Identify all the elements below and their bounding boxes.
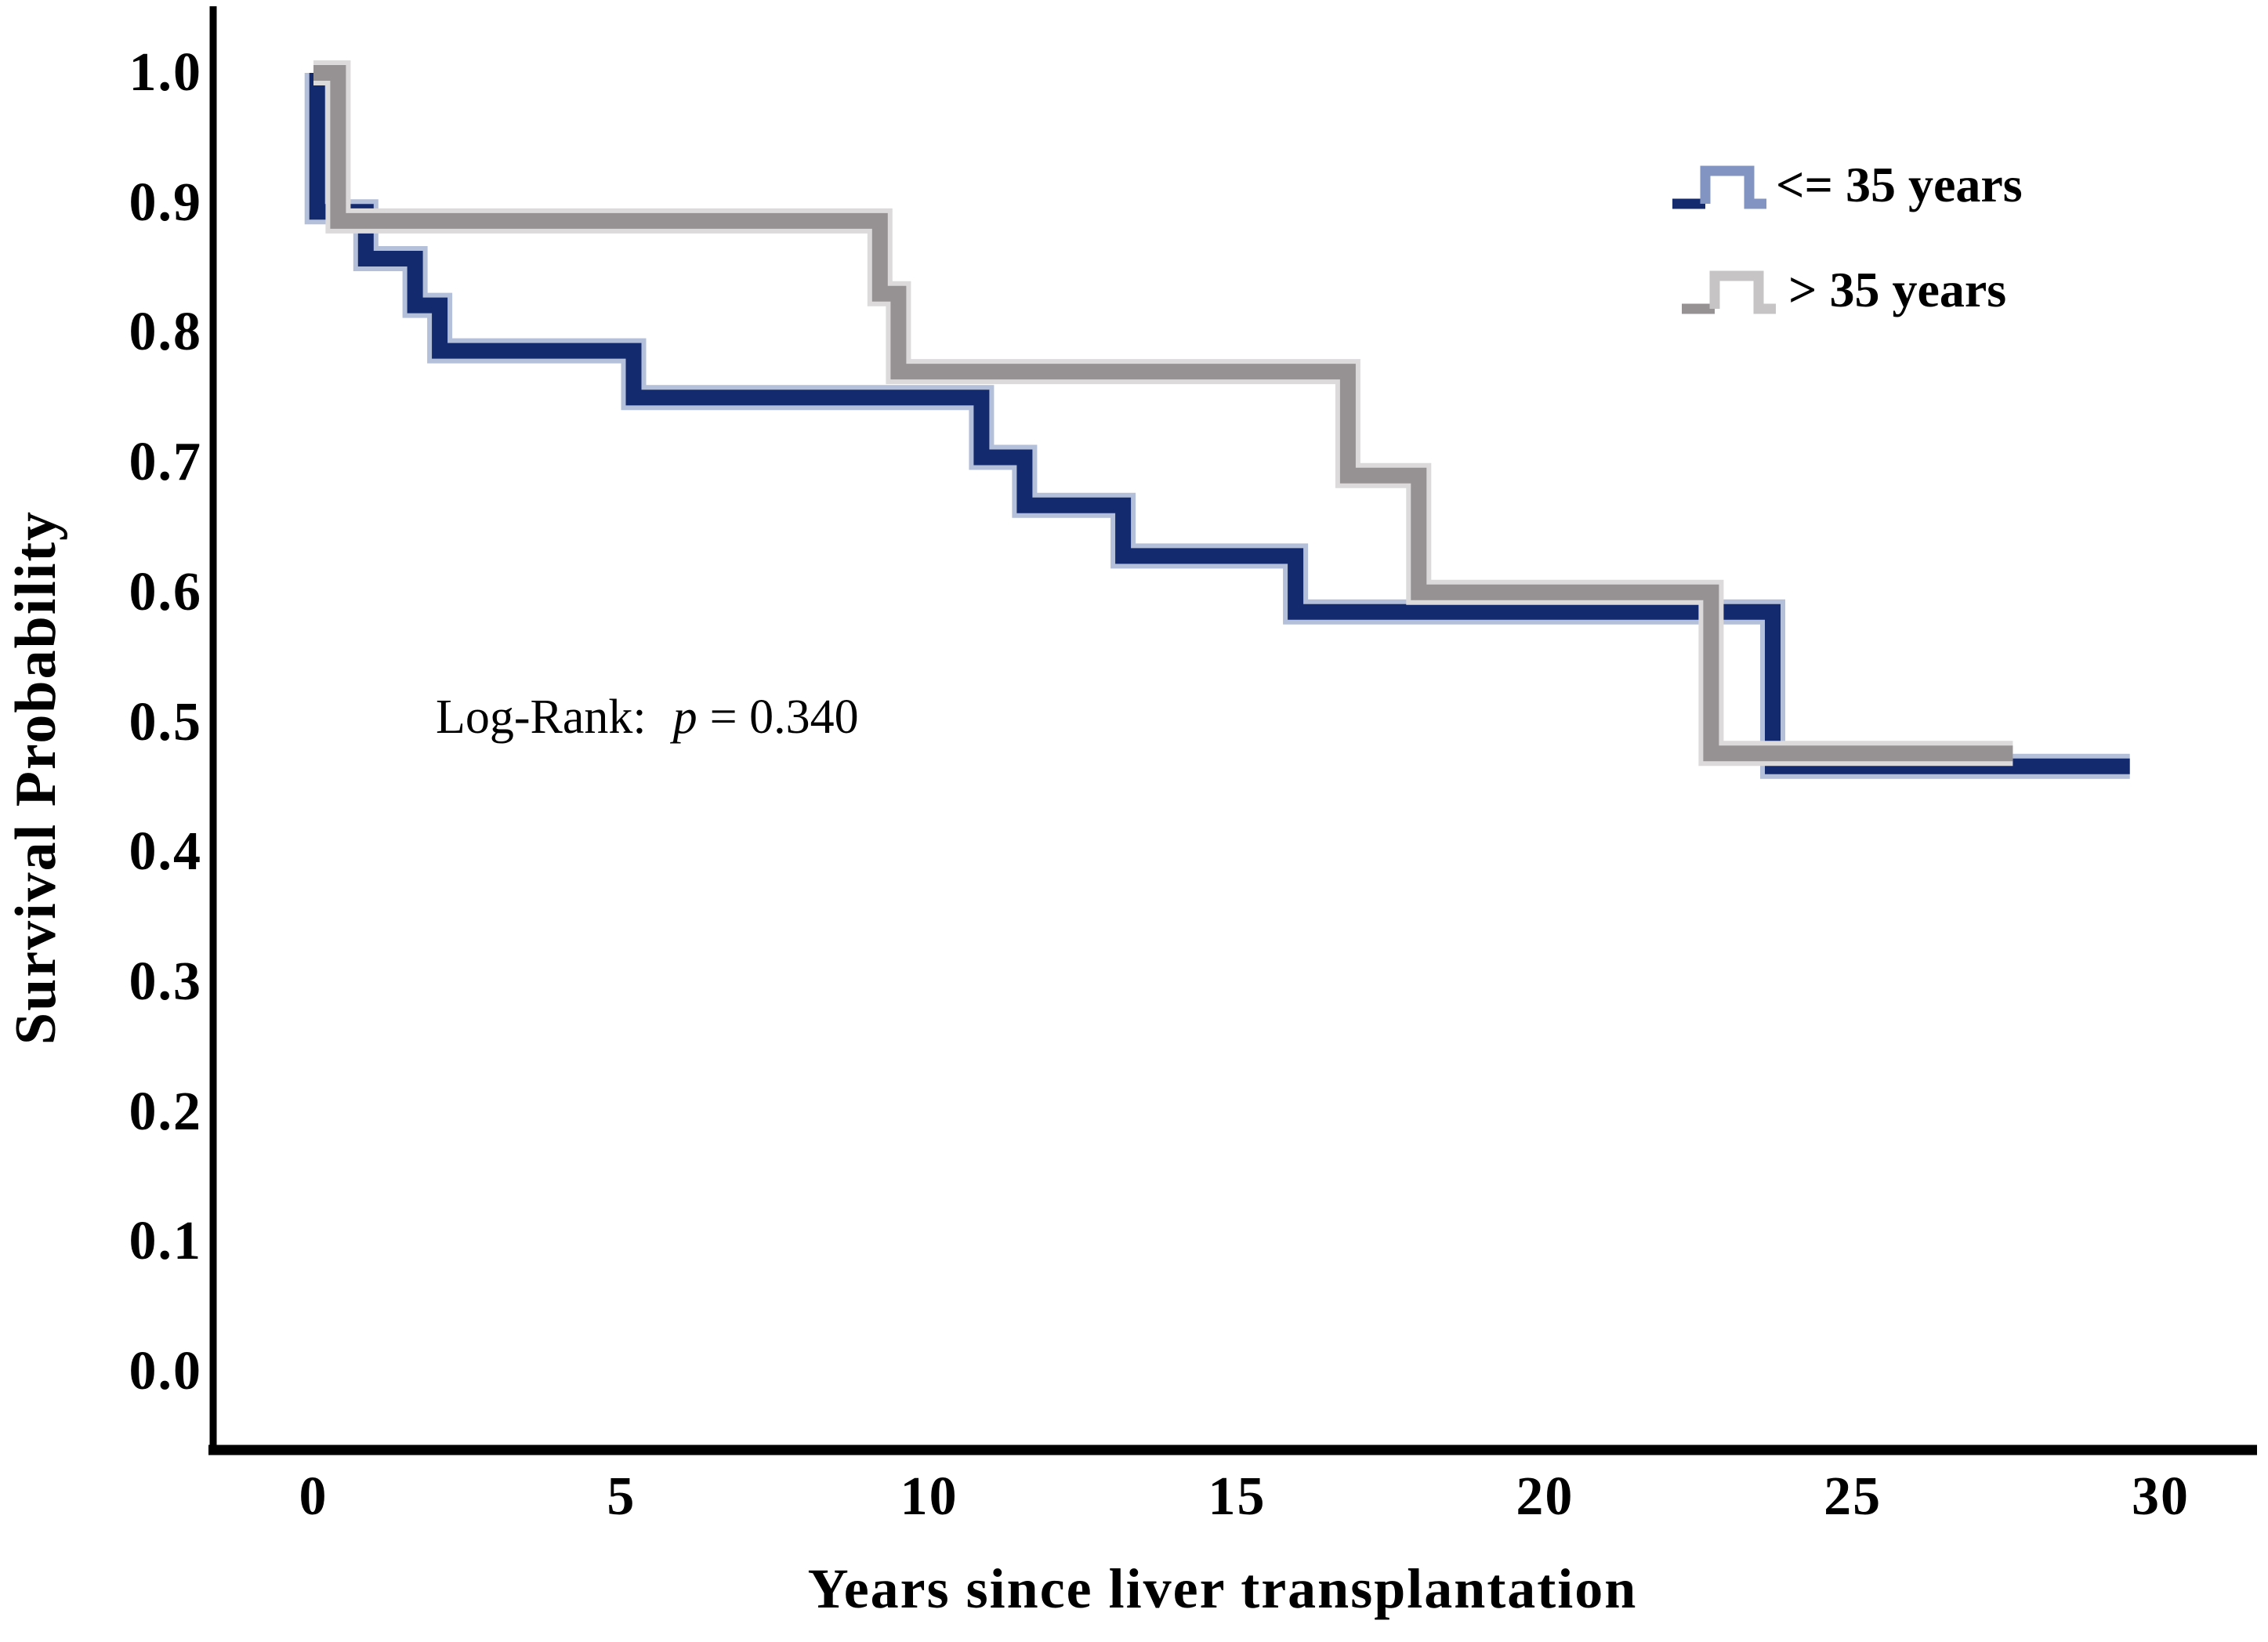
- x-tick-label: 20: [1516, 1466, 1574, 1527]
- y-axis-title: Survival Probability: [4, 509, 68, 1046]
- p-value: = 0.340: [709, 691, 859, 744]
- x-axis-title: Years since liver transplantation: [807, 1557, 1638, 1620]
- y-tick-label: 0.7: [129, 432, 202, 493]
- y-tick-label: 0.3: [129, 951, 202, 1012]
- y-tick-label: 0.9: [129, 172, 202, 233]
- x-tick-label: 15: [1208, 1466, 1266, 1527]
- y-tick-label: 0.5: [129, 691, 202, 752]
- survival-curves: [304, 60, 2130, 779]
- legend-step-icon: [1672, 165, 1766, 209]
- legend-step-segment: [1700, 165, 1766, 209]
- legend-item-gt-35-years: > 35 years: [1788, 262, 2007, 317]
- x-tick-label: 0: [299, 1466, 328, 1527]
- series-line-0: [309, 65, 2130, 774]
- x-tick-label: 30: [2131, 1466, 2190, 1527]
- y-tick-label: 0.2: [129, 1081, 202, 1142]
- y-tick-label: 0.6: [129, 561, 202, 622]
- y-tick-label: 0.4: [129, 821, 202, 883]
- legend-item-le-35-years: <= 35 years: [1776, 157, 2023, 212]
- log-rank-annotation: Log-Rank: p = 0.340: [436, 687, 859, 748]
- log-rank-prefix: Log-Rank:: [436, 691, 647, 744]
- x-tick-label: 25: [1824, 1466, 1882, 1527]
- y-tick-label: 0.1: [129, 1211, 202, 1272]
- y-tick-label: 1.0: [129, 42, 202, 103]
- legend-step-segment: [1709, 270, 1776, 314]
- legend-step-icon: [1682, 270, 1776, 314]
- y-tick-label: 0.8: [129, 302, 202, 363]
- x-tick-label: 10: [900, 1466, 958, 1527]
- x-tick-label: 5: [607, 1466, 636, 1527]
- y-tick-label: 0.0: [129, 1341, 202, 1401]
- p-symbol: p: [672, 691, 697, 744]
- series-line-1: [313, 65, 2013, 762]
